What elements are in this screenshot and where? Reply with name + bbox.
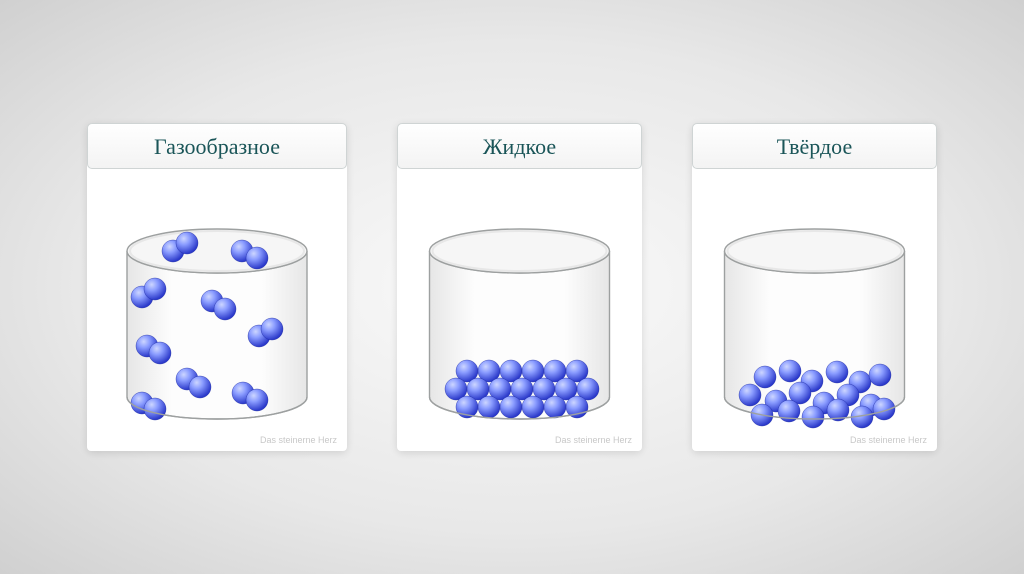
body-liquid: Das steinerne Herz: [397, 181, 642, 451]
watermark: Das steinerne Herz: [260, 435, 337, 445]
body-gas: Das steinerne Herz: [87, 181, 347, 451]
diagram-gas: [87, 181, 347, 451]
watermark: Das steinerne Herz: [850, 435, 927, 445]
diagram-liquid: [397, 181, 642, 451]
label-solid: Твёрдое: [692, 123, 937, 169]
panel-gas: Газообразное Das steinerne Herz: [87, 123, 347, 451]
body-solid: Das steinerne Herz: [692, 181, 937, 451]
watermark: Das steinerne Herz: [555, 435, 632, 445]
label-liquid: Жидкое: [397, 123, 642, 169]
diagram-solid: [692, 181, 937, 451]
panel-liquid: Жидкое Das steinerne Herz: [397, 123, 642, 451]
label-gas: Газообразное: [87, 123, 347, 169]
panel-solid: Твёрдое Das steinerne Herz: [692, 123, 937, 451]
